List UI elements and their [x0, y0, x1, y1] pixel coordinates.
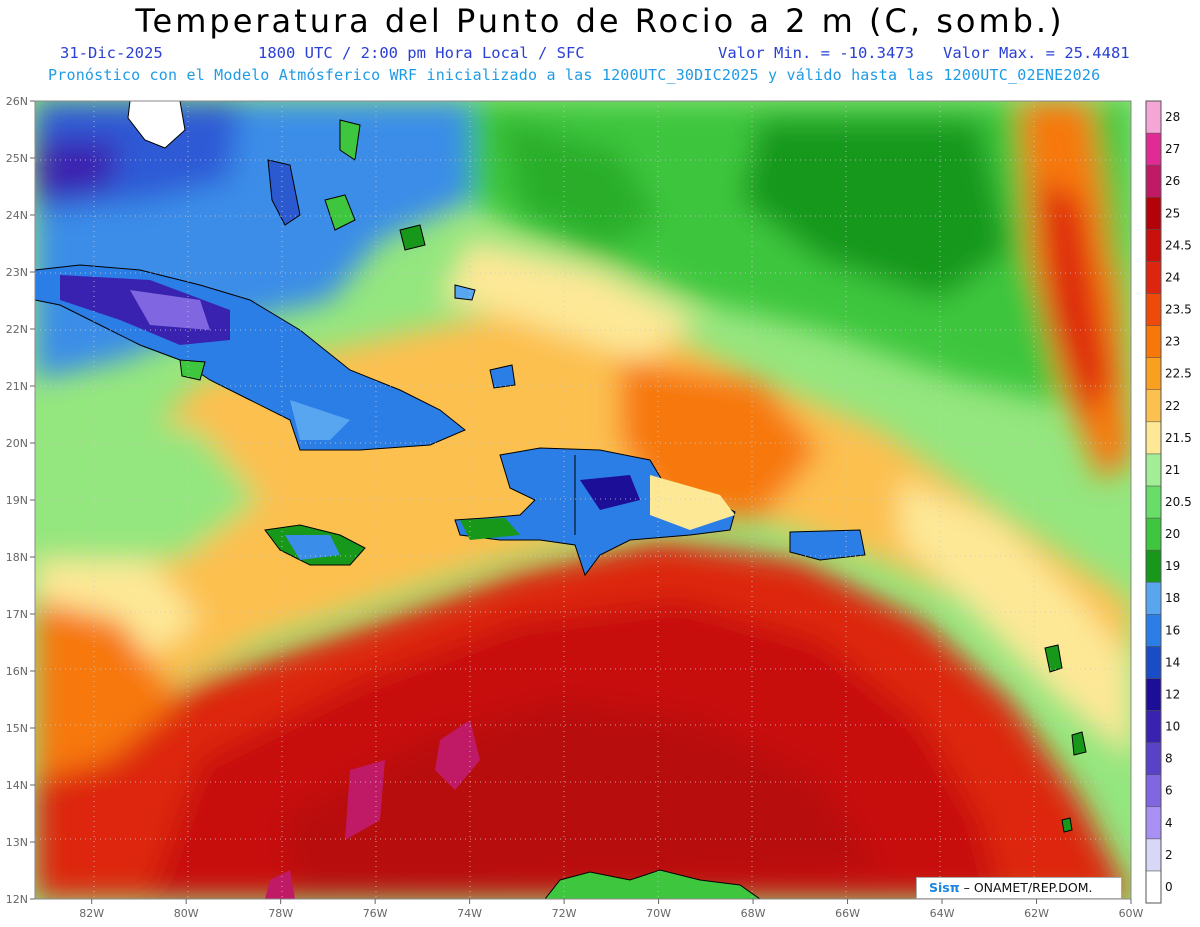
- colorbar-label: 12: [1165, 687, 1180, 701]
- colorbar-swatch: [1145, 453, 1162, 487]
- lat-label: 12N: [6, 893, 28, 906]
- colorbar-swatch: [1145, 164, 1162, 198]
- longitude-axis: 82W 80W 78W 76W 74W 72W 70W 68W 66W 64W 62W 60W: [79, 899, 1144, 920]
- colorbar-label: 0: [1165, 880, 1173, 894]
- lon-label: 82W: [79, 907, 104, 920]
- colorbar-swatch: [1145, 325, 1162, 358]
- colorbar-swatch: [1145, 357, 1162, 390]
- latitude-axis: 26N 25N 24N 23N 22N 21N 20N 19N 18N 17N 16N 15N 14N 1…: [6, 95, 35, 906]
- colorbar-swatch: [1145, 742, 1162, 775]
- graticule: [35, 101, 1131, 899]
- colorbar-label: 6: [1165, 784, 1173, 798]
- colorbar-label: 22.5: [1165, 367, 1192, 381]
- colorbar-label: 24: [1165, 270, 1180, 284]
- time-label: 1800 UTC / 2:00 pm Hora Local / SFC: [258, 44, 585, 62]
- lon-label: 68W: [741, 907, 766, 920]
- lon-label: 76W: [363, 907, 388, 920]
- lat-label: 20N: [6, 437, 28, 450]
- lat-label: 26N: [6, 95, 28, 108]
- lon-label: 80W: [174, 907, 199, 920]
- lat-label: 24N: [6, 209, 28, 222]
- colorbar-label: 14: [1165, 655, 1180, 669]
- colorbar-label: 23.5: [1165, 303, 1192, 317]
- lon-label: 66W: [835, 907, 860, 920]
- colorbar-label: 19: [1165, 559, 1180, 573]
- credit-text: – ONAMET/REP.DOM.: [959, 880, 1093, 895]
- colorbar-label: 16: [1165, 623, 1180, 637]
- lat-label: 17N: [6, 608, 28, 621]
- lon-label: 70W: [646, 907, 671, 920]
- colorbar: 024681012141618192020.52121.52222.52323.…: [1145, 100, 1192, 904]
- max-value-label: Valor Max. = 25.4481: [943, 44, 1130, 62]
- date-label: 31-Dic-2025: [60, 44, 163, 62]
- colorbar-label: 24.5: [1165, 238, 1192, 252]
- lat-label: 15N: [6, 722, 28, 735]
- colorbar-swatch: [1145, 389, 1162, 423]
- colorbar-label: 8: [1165, 752, 1173, 766]
- colorbar-label: 20: [1165, 527, 1180, 541]
- colorbar-swatch: [1145, 229, 1162, 262]
- colorbar-swatch: [1145, 710, 1162, 743]
- colorbar-label: 28: [1165, 110, 1180, 124]
- lat-label: 25N: [6, 152, 28, 165]
- colorbar-label: 22: [1165, 399, 1180, 413]
- lat-label: 21N: [6, 380, 28, 393]
- colorbar-label: 21.5: [1165, 431, 1192, 445]
- colorbar-label: 20.5: [1165, 495, 1192, 509]
- colorbar-label: 21: [1165, 463, 1180, 477]
- colorbar-label: 27: [1165, 142, 1180, 156]
- colorbar-swatch: [1145, 517, 1162, 551]
- colorbar-label: 2: [1165, 848, 1173, 862]
- colorbar-label: 23: [1165, 335, 1180, 349]
- colorbar-swatch: [1145, 549, 1162, 583]
- credit-box: Sisπ – ONAMET/REP.DOM.: [916, 877, 1122, 899]
- lon-label: 62W: [1024, 907, 1049, 920]
- colorbar-swatch: [1145, 838, 1162, 872]
- colorbar-swatch: [1145, 806, 1162, 840]
- colorbar-swatch: [1145, 196, 1162, 230]
- colorbar-swatch: [1145, 870, 1162, 904]
- lat-label: 13N: [6, 836, 28, 849]
- colorbar-swatch: [1145, 678, 1162, 711]
- model-info-label: Pronóstico con el Modelo Atmósferico WRF…: [48, 66, 1101, 84]
- lat-label: 16N: [6, 665, 28, 678]
- colorbar-frame: [1145, 100, 1162, 904]
- lon-label: 78W: [268, 907, 293, 920]
- colorbar-swatch: [1145, 485, 1162, 519]
- min-value-label: Valor Min. = -10.3473: [718, 44, 914, 62]
- colorbar-swatch: [1145, 293, 1162, 326]
- map-title: Temperatura del Punto de Rocio a 2 m (C,…: [135, 2, 1065, 40]
- colorbar-swatch: [1145, 100, 1162, 134]
- colorbar-label: 10: [1165, 720, 1180, 734]
- colorbar-swatch: [1145, 614, 1162, 647]
- dewpoint-field: [35, 101, 1131, 899]
- lat-label: 22N: [6, 323, 28, 336]
- colorbar-swatch: [1145, 581, 1162, 615]
- lon-label: 64W: [930, 907, 955, 920]
- credit-brand: Sisπ: [929, 880, 960, 895]
- lon-label: 60W: [1119, 907, 1144, 920]
- colorbar-label: 4: [1165, 816, 1173, 830]
- colorbar-swatch: [1145, 774, 1162, 808]
- colorbar-label: 25: [1165, 206, 1180, 220]
- lat-label: 14N: [6, 779, 28, 792]
- lat-label: 18N: [6, 551, 28, 564]
- colorbar-swatch: [1145, 421, 1162, 455]
- lat-label: 19N: [6, 494, 28, 507]
- lat-label: 23N: [6, 266, 28, 279]
- colorbar-label: 18: [1165, 591, 1180, 605]
- colorbar-label: 26: [1165, 174, 1180, 188]
- lon-label: 72W: [552, 907, 577, 920]
- colorbar-swatch: [1145, 646, 1162, 679]
- colorbar-swatch: [1145, 132, 1162, 166]
- colorbar-swatch: [1145, 261, 1162, 294]
- lon-label: 74W: [457, 907, 482, 920]
